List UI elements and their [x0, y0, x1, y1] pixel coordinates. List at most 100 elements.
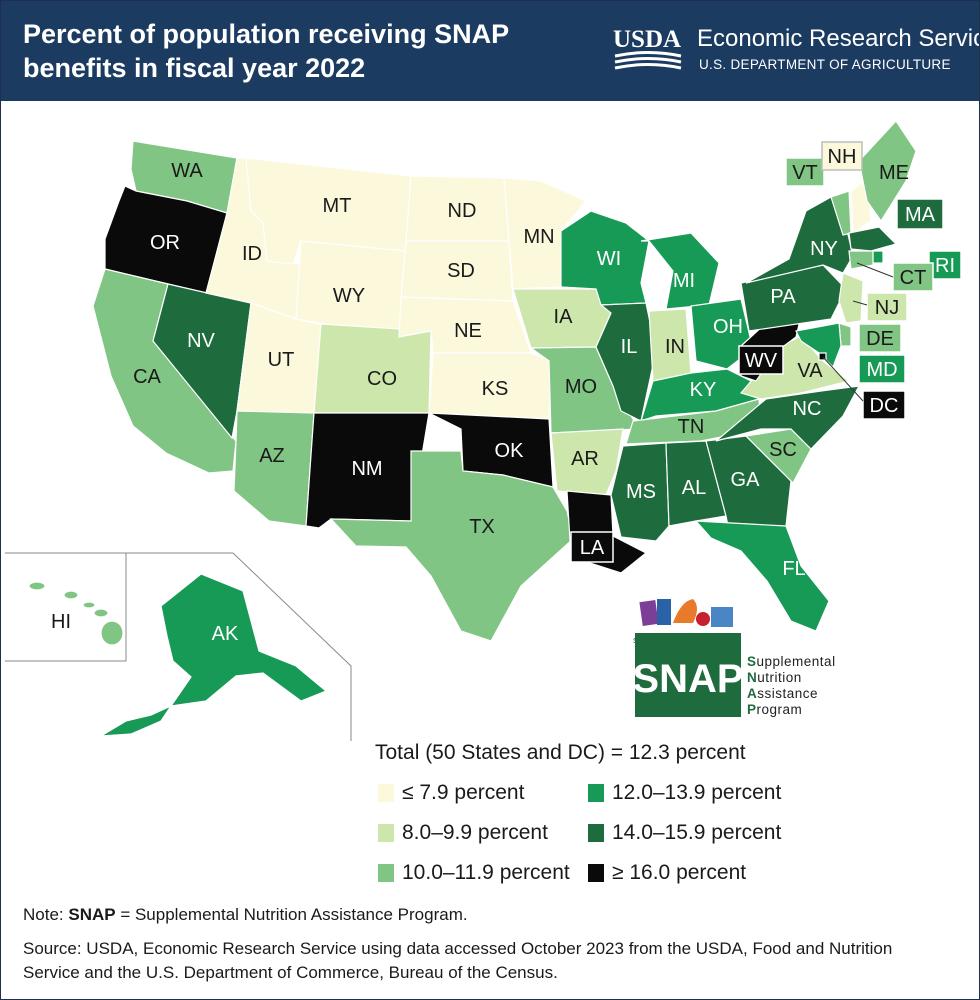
snap-line: Supplemental: [747, 654, 836, 669]
box-vt: VT: [785, 157, 825, 187]
state-mi: [640, 232, 720, 310]
legend-item: 12.0–13.9 percent: [587, 781, 781, 805]
label-al: AL: [682, 477, 706, 499]
legend-item: ≥ 16.0 percent: [587, 861, 746, 885]
label-nd: ND: [448, 200, 477, 222]
state-az: [233, 410, 315, 527]
agency-name: Economic Research Service: [697, 25, 980, 52]
box-ma: MA: [896, 198, 944, 230]
label-az: AZ: [259, 445, 285, 467]
label-co: CO: [367, 368, 397, 390]
box-de: DE: [858, 323, 902, 353]
state-tx: [329, 450, 574, 642]
legend-swatch: [377, 823, 395, 843]
inset-frame: [5, 552, 352, 741]
label-mi: MI: [673, 270, 695, 292]
label-ks: KS: [482, 378, 509, 400]
label-fl: FL: [782, 558, 805, 580]
svg-text:MD: MD: [866, 359, 897, 381]
box-md: MD: [858, 354, 906, 384]
snap-wordmark: SNAP: [632, 657, 743, 701]
legend-label: 10.0–11.9 percent: [402, 861, 570, 884]
label-ok: OK: [495, 440, 525, 462]
alaska-shape: [100, 573, 328, 737]
label-sd: SD: [447, 260, 475, 282]
source-note: Source: USDA, Economic Research Service …: [23, 939, 893, 982]
snap-line: Assistance: [747, 686, 819, 701]
label-tn: TN: [678, 416, 705, 438]
label-ca: CA: [133, 366, 161, 388]
label-ne: NE: [454, 320, 482, 342]
state-me: [858, 120, 917, 223]
legend-item: ≤ 7.9 percent: [377, 781, 524, 805]
box-dc: DC: [862, 390, 906, 420]
svg-text:MA: MA: [905, 204, 936, 226]
state-labels: WA OR CA NV ID MT WY UT AZ CO NM ND SD N…: [51, 160, 909, 645]
hawaii-shape: [28, 581, 124, 646]
svg-text:RI: RI: [935, 255, 955, 277]
label-ar: AR: [571, 448, 599, 470]
legend-label: 8.0–9.9 percent: [402, 821, 548, 844]
svg-text:LA: LA: [580, 537, 605, 559]
department-name: U.S. DEPARTMENT OF AGRICULTURE: [699, 57, 951, 72]
state-ar: [550, 428, 624, 496]
box-la: LA: [570, 531, 614, 563]
label-ut: UT: [268, 349, 295, 371]
label-me: ME: [879, 162, 909, 184]
label-nc: NC: [793, 398, 822, 420]
svg-text:NJ: NJ: [875, 297, 899, 319]
us-map: WA OR CA NV ID MT WY UT AZ CO NM ND SD N…: [5, 120, 962, 741]
chart-title: Percent of population receiving SNAP ben…: [23, 19, 509, 83]
label-id: ID: [242, 243, 262, 265]
label-ga: GA: [731, 469, 761, 491]
box-wv: WV: [738, 345, 784, 375]
label-va: VA: [797, 360, 823, 382]
label-ia: IA: [554, 306, 574, 328]
state-label-boxes: LA WV VT NH MA RI CT NJ DE MD DC: [570, 141, 962, 563]
state-ct: [848, 250, 874, 270]
legend-item: 8.0–9.9 percent: [377, 821, 548, 845]
label-mo: MO: [565, 376, 597, 398]
legend-swatch: [587, 863, 605, 883]
svg-text:NH: NH: [828, 146, 857, 168]
svg-text:WV: WV: [745, 350, 778, 372]
legend-label: 14.0–15.9 percent: [612, 821, 782, 844]
usda-logo: USDA: [613, 26, 682, 70]
label-oh: OH: [713, 316, 743, 338]
label-mt: MT: [323, 195, 352, 217]
state-md: [795, 322, 842, 369]
label-il: IL: [621, 336, 638, 358]
snap-line: Program: [747, 702, 803, 717]
svg-text:DC: DC: [870, 395, 899, 417]
legend-swatch: [587, 823, 605, 843]
svg-text:CT: CT: [900, 267, 927, 289]
state-fl: [694, 520, 830, 632]
box-ct: CT: [892, 262, 934, 292]
label-wy: WY: [333, 285, 365, 307]
legend-label: ≤ 7.9 percent: [402, 781, 525, 804]
state-wi: [560, 210, 650, 306]
snap-line: Nutrition: [747, 670, 802, 685]
label-nv: NV: [187, 330, 215, 352]
label-in: IN: [665, 336, 685, 358]
snap-logo: SM SNAP: [632, 599, 744, 717]
box-nj: NJ: [866, 292, 908, 322]
legend-swatch: [377, 863, 395, 883]
state-ri: [872, 250, 884, 264]
usda-wordmark: USDA: [613, 26, 681, 53]
note: Note: SNAP = Supplemental Nutrition Assi…: [23, 905, 468, 924]
label-hi: HI: [51, 611, 71, 633]
label-ny: NY: [810, 238, 838, 260]
state-nc: [715, 385, 861, 450]
header-banner: Percent of population receiving SNAP ben…: [1, 1, 980, 101]
label-mn: MN: [523, 226, 554, 248]
label-sc: SC: [769, 439, 797, 461]
label-ms: MS: [626, 481, 656, 503]
box-ri: RI: [928, 250, 962, 280]
box-nh: NH: [821, 141, 863, 171]
snap-program-name: Supplemental Nutrition Assistance Progra…: [747, 654, 836, 718]
legend-total: Total (50 States and DC) = 12.3 percent: [375, 741, 746, 764]
legend-swatch: [377, 783, 395, 803]
label-tx: TX: [469, 516, 495, 538]
